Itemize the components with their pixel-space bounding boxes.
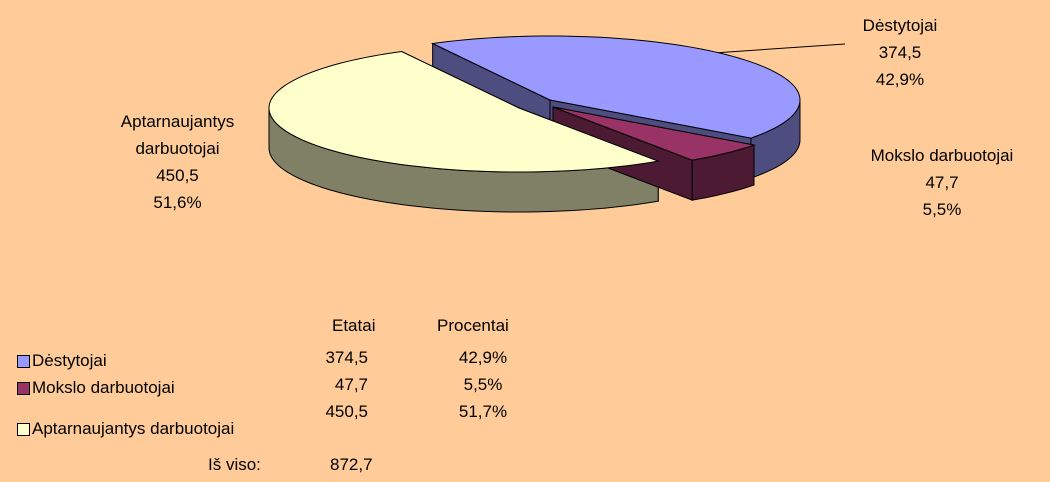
category-label: Dėstytojai [862,16,938,35]
value-label: 47,7 [925,173,959,192]
legend-swatch [17,382,30,395]
table-cell: 374,5 [325,348,368,367]
slice [268,50,661,173]
category-label: Mokslo darbuotojai [870,146,1014,165]
legend-label: Aptarnaujantys darbuotojai [32,419,235,438]
percent-label: 51,6% [153,193,202,212]
total-label: Iš viso: [208,455,261,474]
data-label: Dėstytojai 374,5 42,9% [810,12,990,93]
percent-label: 42,9% [875,70,925,89]
data-label: Aptarnaujantys darbuotojai 450,5 51,6% [95,108,260,216]
value-label: 374,5 [878,43,922,62]
legend-swatch [17,355,30,368]
data-label: Mokslo darbuotojai 47,7 5,5% [832,142,1050,223]
category-label: Aptarnaujantys darbuotojai [120,112,235,158]
slice [430,35,801,139]
table-cell: 47,7 [334,375,368,394]
legend-swatch [17,423,30,436]
legend-label: Mokslo darbuotojai [32,378,175,397]
table-header: Etatai [332,316,376,335]
table-cell: 42,9% [458,348,508,367]
table-cell: 5,5% [463,375,503,394]
table-header: Procentai [437,316,509,335]
slice [552,106,756,161]
table-cell: 51,7% [458,402,508,421]
total-value: 872,7 [330,455,373,474]
value-label: 450,5 [156,166,199,185]
legend-label: Dėstytojai [32,351,107,370]
table-cell: 450,5 [325,402,368,421]
percent-label: 5,5% [922,200,962,219]
